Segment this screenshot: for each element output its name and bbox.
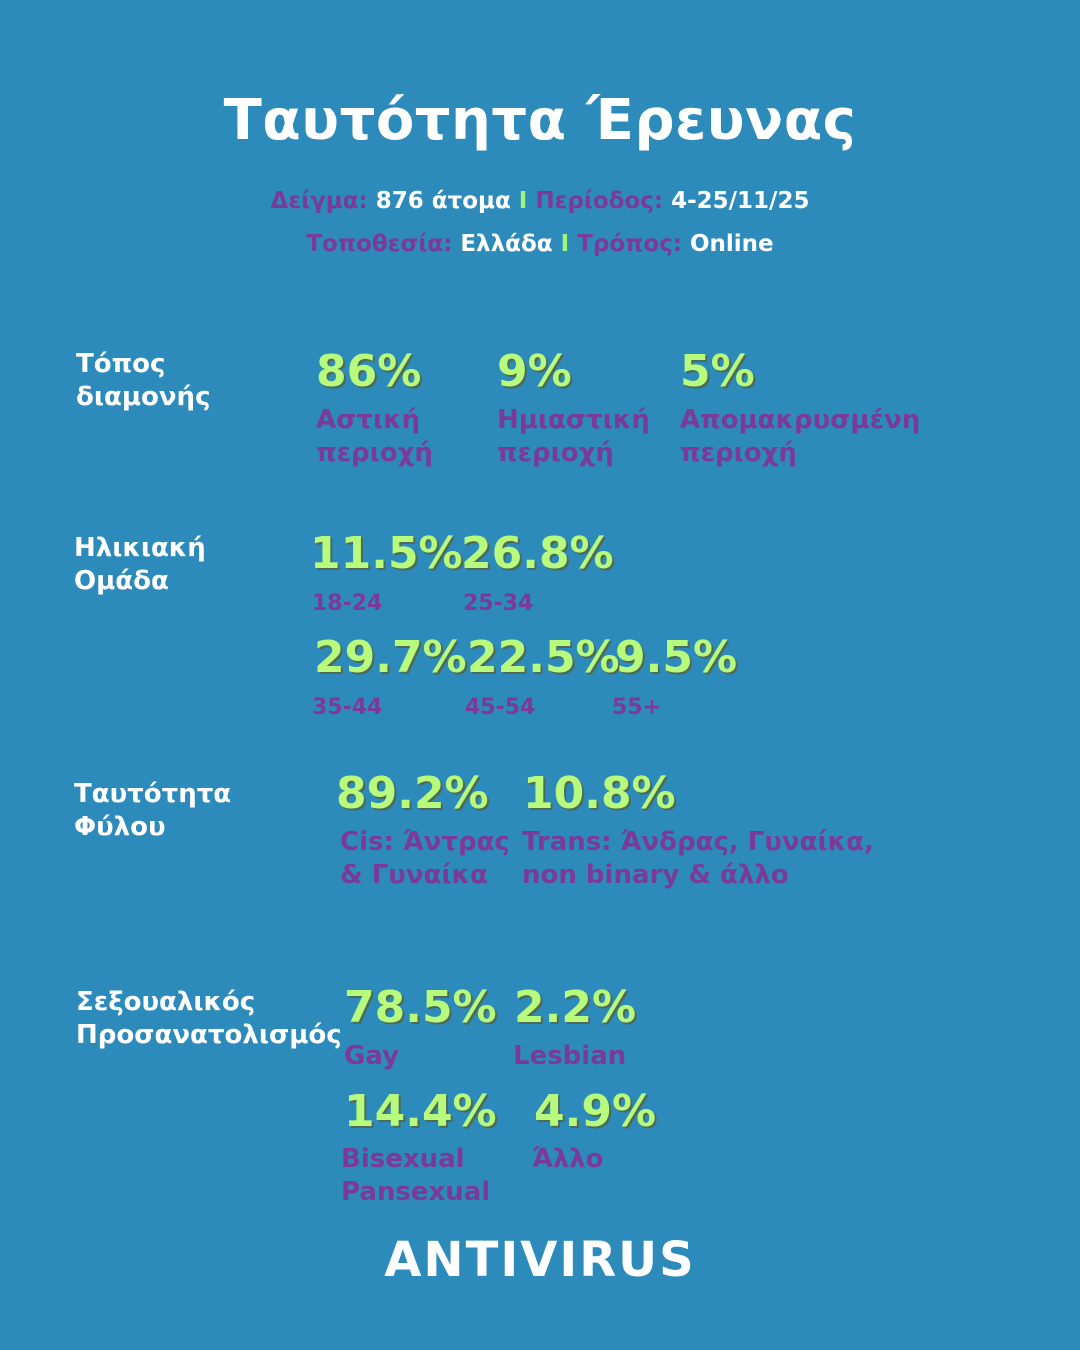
stat-caption: Απομακρυσμένη περιοχή — [680, 404, 920, 470]
section-label-orientation: Σεξουαλικός Προσανατολισμός — [76, 986, 342, 1052]
stat-caption: Ημιαστική περιοχή — [497, 404, 650, 470]
section-label-line: Προσανατολισμός — [76, 1020, 342, 1050]
stat-percent: 78.5% — [344, 982, 497, 1033]
section-label-residence: Τόπος διαμονής — [76, 348, 210, 414]
stat-percent: 2.2% — [514, 982, 637, 1033]
section-label-line: Ηλικιακή — [74, 533, 206, 563]
stat-percent: 9.5% — [615, 632, 738, 683]
stat-percent: 11.5% — [310, 528, 463, 579]
stat-caption: Trans: Άνδρας, Γυναίκα, non binary & άλλ… — [522, 826, 874, 892]
section-label-line: Σεξουαλικός — [76, 987, 256, 1017]
page-title: Ταυτότητα Έρευνας — [223, 88, 857, 153]
meta-separator: I — [560, 231, 570, 257]
stat-caption: Αστική περιοχή — [316, 404, 433, 470]
stat-caption: Lesbian — [513, 1041, 627, 1071]
stat-percent: 89.2% — [336, 768, 489, 819]
caption-line: Cis: Άντρας — [340, 827, 510, 857]
sample-value: 876 άτομα — [375, 188, 511, 214]
period-value: 4-25/11/25 — [671, 188, 810, 214]
caption-line: περιοχή — [680, 438, 797, 468]
stat-percent: 4.9% — [534, 1086, 657, 1137]
section-label-line: διαμονής — [76, 382, 211, 412]
stat-caption: Gay — [344, 1041, 400, 1071]
section-label-age: Ηλικιακή Ομάδα — [74, 532, 206, 598]
caption-line: Αστική — [316, 405, 421, 435]
stat-percent: 10.8% — [523, 768, 676, 819]
stat-caption: Άλλο — [532, 1144, 604, 1174]
stat-caption: 55+ — [612, 695, 662, 720]
caption-line: Ημιαστική — [497, 405, 650, 435]
stat-percent: 14.4% — [344, 1086, 497, 1137]
meta-line-2: Τοποθεσία: Ελλάδα I Τρόπος: Online — [0, 231, 1080, 257]
section-label-line: Ταυτότητα — [74, 779, 232, 809]
caption-line: non binary & άλλο — [522, 860, 789, 890]
location-label: Τοποθεσία: — [306, 231, 453, 257]
section-label-line: Τόπος — [76, 349, 166, 379]
stat-percent: 26.8% — [461, 528, 614, 579]
stat-percent: 9% — [497, 346, 572, 397]
stat-percent: 86% — [316, 346, 422, 397]
method-value: Online — [689, 231, 774, 257]
stat-caption: 18-24 — [312, 591, 383, 616]
caption-line: Pansexual — [341, 1177, 491, 1207]
caption-line: περιοχή — [316, 438, 433, 468]
stat-percent: 5% — [680, 346, 755, 397]
location-value: Ελλάδα — [460, 231, 553, 257]
meta-line-1: Δείγμα: 876 άτομα I Περίοδος: 4-25/11/25 — [0, 188, 1080, 214]
section-label-line: Ομάδα — [74, 566, 169, 596]
period-label: Περίοδος: — [535, 188, 664, 214]
stat-percent: 22.5% — [467, 632, 620, 683]
caption-line: Bisexual — [341, 1144, 465, 1174]
stat-caption: 45-54 — [465, 695, 536, 720]
brand-logo: ANTIVIRUS — [384, 1232, 696, 1288]
stat-caption: Bisexual Pansexual — [341, 1143, 490, 1209]
stat-percent: 29.7% — [314, 632, 467, 683]
stat-caption: 35-44 — [312, 695, 383, 720]
caption-line: Απομακρυσμένη — [680, 405, 921, 435]
method-label: Τρόπος: — [577, 231, 682, 257]
caption-line: περιοχή — [497, 438, 614, 468]
stat-caption: Cis: Άντρας & Γυναίκα — [340, 826, 510, 892]
caption-line: & Γυναίκα — [340, 860, 488, 890]
section-label-gender: Ταυτότητα Φύλου — [74, 778, 231, 844]
stat-caption: 25-34 — [463, 591, 534, 616]
caption-line: Trans: Άνδρας, Γυναίκα, — [522, 827, 874, 857]
meta-separator: I — [518, 188, 528, 214]
sample-label: Δείγμα: — [270, 188, 368, 214]
section-label-line: Φύλου — [74, 812, 166, 842]
